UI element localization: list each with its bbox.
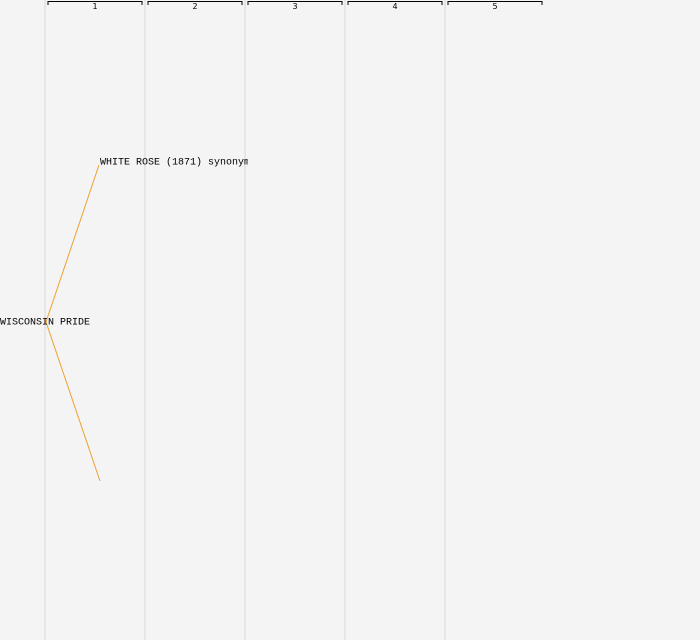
header-bracket [47, 1, 143, 5]
generation-label: 1 [92, 2, 97, 11]
parent-node[interactable]: WHITE ROSE (1871) synonym [100, 157, 250, 169]
column-dividers [44, 0, 446, 640]
root-node[interactable]: WISCONSIN PRIDE [0, 318, 90, 329]
connector [45, 164, 100, 323]
generation-label: 4 [392, 2, 397, 11]
header-bracket [347, 1, 443, 5]
generation-label: 5 [492, 2, 497, 11]
header-bracket [247, 1, 343, 5]
header-bracket [447, 1, 543, 5]
header-bracket [147, 1, 243, 5]
generation-label: 3 [292, 2, 297, 11]
connectors [45, 164, 101, 482]
generation-headers: 1 2 3 4 5 [47, 1, 543, 11]
generation-label: 2 [192, 2, 197, 11]
connector [45, 321, 101, 482]
